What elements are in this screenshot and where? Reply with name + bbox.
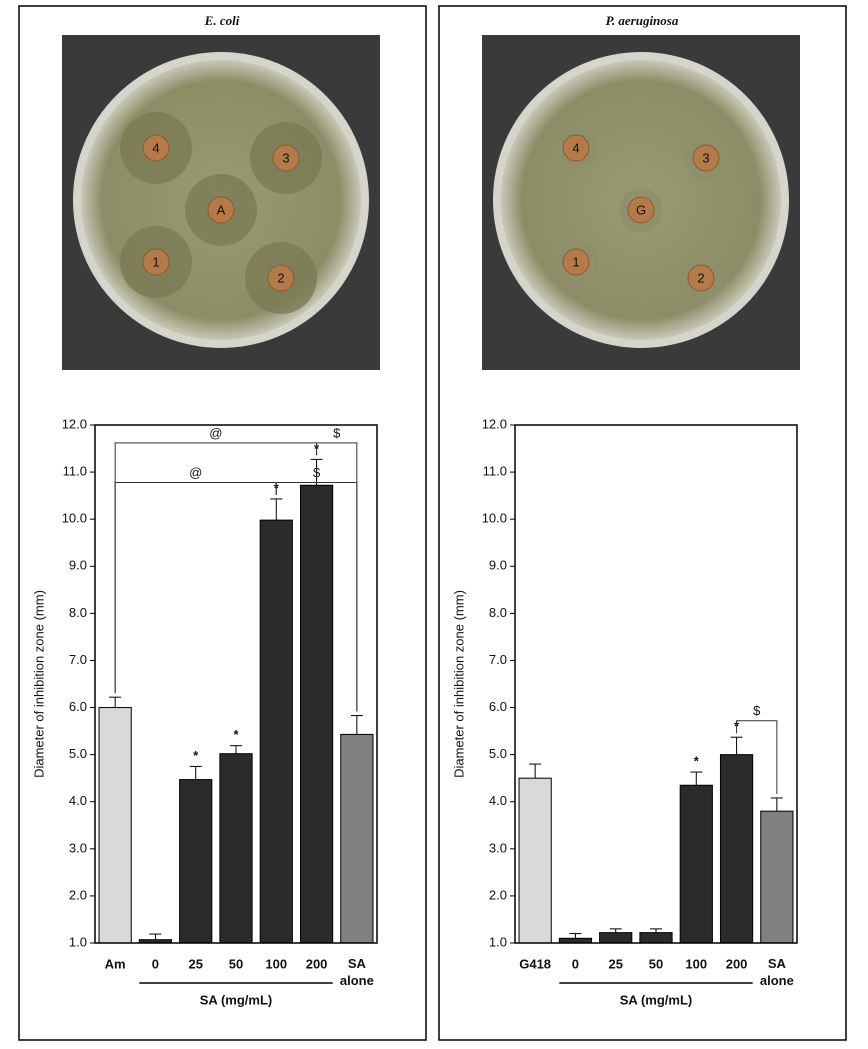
bracket: [275, 481, 358, 712]
panel-title: P. aeruginosa: [606, 13, 679, 28]
y-tick-label: 12.0: [482, 416, 507, 431]
x-tick-label: 200: [306, 956, 328, 971]
antibiotic-disc: [562, 134, 590, 162]
x-tick-label: 25: [188, 956, 202, 971]
y-tick-label: 5.0: [489, 746, 507, 761]
bracket-label: $: [333, 425, 341, 440]
antibiotic-disc: [692, 144, 720, 172]
bracket-label: $: [313, 465, 321, 480]
x-tick-label: 0: [152, 956, 159, 971]
x-tick-label: SA alone: [760, 956, 794, 988]
disc-label: 1: [572, 254, 579, 269]
x-tick-label: 50: [649, 956, 663, 971]
bracket-label: @: [189, 465, 202, 480]
y-tick-label: 6.0: [69, 699, 87, 714]
y-tick-label: 4.0: [69, 793, 87, 808]
significance-marker: *: [233, 727, 239, 742]
significance-marker: *: [694, 753, 700, 768]
y-tick-label: 1.0: [69, 934, 87, 949]
antibiotic-disc: [272, 144, 300, 172]
x-tick-label: 100: [685, 956, 707, 971]
bar: [299, 484, 334, 944]
plot-frame: [514, 424, 798, 944]
panel-title: E. coli: [204, 13, 240, 28]
antibiotic-disc: [142, 248, 170, 276]
antibiotic-disc: [142, 134, 170, 162]
bracket: [736, 720, 778, 794]
antibiotic-disc: [627, 196, 655, 224]
bracket-label: $: [753, 703, 761, 718]
disc-label: 4: [152, 140, 159, 155]
x-tick-label: 25: [608, 956, 622, 971]
y-tick-label: 1.0: [489, 934, 507, 949]
y-tick-label: 12.0: [62, 416, 87, 431]
x-tick-label: 50: [229, 956, 243, 971]
x-tick-label: 0: [572, 956, 579, 971]
y-tick-label: 8.0: [69, 605, 87, 620]
bar: [179, 779, 213, 944]
plot-frame: [94, 424, 378, 944]
panel-border: [18, 5, 427, 1041]
y-axis-label: Diameter of inhibition zone (mm): [451, 590, 466, 778]
bar: [599, 932, 633, 944]
disc-label: 4: [572, 140, 579, 155]
y-tick-label: 6.0: [489, 699, 507, 714]
bar: [340, 733, 374, 944]
y-tick-label: 5.0: [69, 746, 87, 761]
y-tick-label: 7.0: [69, 652, 87, 667]
antibiotic-disc: [687, 264, 715, 292]
antibiotic-disc: [562, 248, 590, 276]
bar: [679, 784, 713, 944]
panel-border: [438, 5, 847, 1041]
x-tick-label: SA alone: [340, 956, 374, 988]
y-tick-label: 7.0: [489, 652, 507, 667]
bracket-label: @: [209, 425, 222, 440]
antibiotic-disc: [267, 264, 295, 292]
bar: [259, 519, 293, 944]
bar: [760, 810, 794, 944]
disc-label: 1: [152, 254, 159, 269]
y-tick-label: 11.0: [483, 464, 507, 479]
y-tick-label: 9.0: [489, 558, 507, 573]
disc-label: G: [636, 202, 646, 217]
y-axis-label: Diameter of inhibition zone (mm): [31, 590, 46, 778]
bar: [98, 707, 132, 944]
y-tick-label: 2.0: [69, 887, 87, 902]
bar: [219, 753, 253, 944]
bracket: [114, 481, 277, 694]
bar: [518, 777, 552, 944]
disc-label: 3: [282, 150, 289, 165]
y-tick-label: 8.0: [489, 605, 507, 620]
bar: [639, 932, 673, 944]
x-tick-label: G418: [519, 956, 551, 971]
disc-label: 3: [702, 150, 709, 165]
significance-marker: *: [193, 748, 199, 763]
x-tick-label: 200: [726, 956, 748, 971]
group-label: SA (mg/mL): [200, 992, 272, 1007]
y-tick-label: 3.0: [489, 840, 507, 855]
disc-label: 2: [697, 270, 704, 285]
x-tick-label: 100: [265, 956, 287, 971]
x-tick-label: Am: [105, 956, 126, 971]
y-tick-label: 9.0: [69, 558, 87, 573]
disc-label: 2: [277, 270, 284, 285]
y-tick-label: 2.0: [489, 887, 507, 902]
y-tick-label: 3.0: [69, 840, 87, 855]
antibiotic-disc: [207, 196, 235, 224]
y-tick-label: 11.0: [63, 464, 87, 479]
disc-label: A: [217, 202, 226, 217]
bar: [719, 754, 754, 944]
y-tick-label: 10.0: [482, 511, 507, 526]
y-tick-label: 10.0: [62, 511, 87, 526]
y-tick-label: 4.0: [489, 793, 507, 808]
group-label: SA (mg/mL): [620, 992, 692, 1007]
